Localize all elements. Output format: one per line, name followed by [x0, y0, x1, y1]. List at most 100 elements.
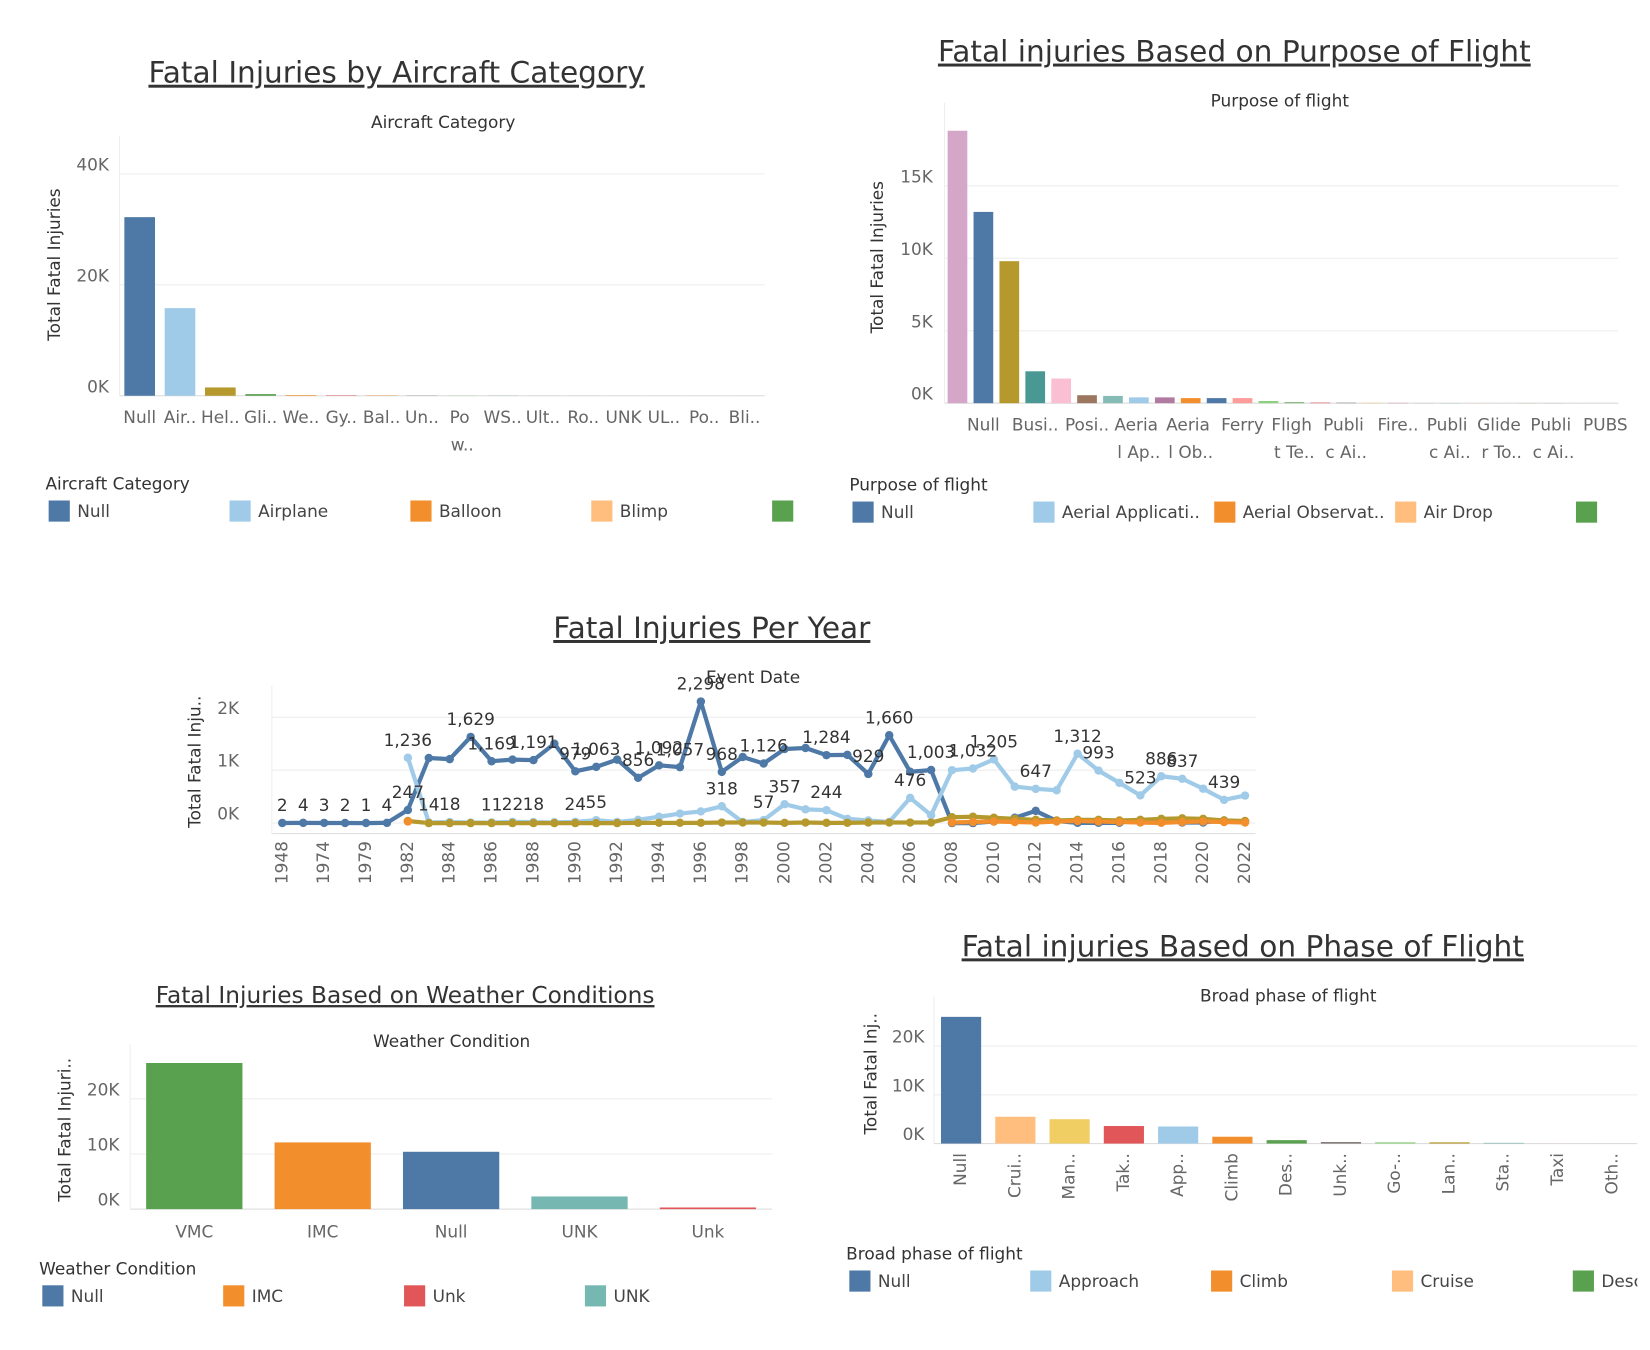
bar — [146, 1062, 243, 1210]
line-point — [466, 732, 475, 742]
legend-swatch — [1033, 501, 1055, 523]
x-tick-label: 2022 — [1234, 841, 1254, 884]
line-point — [487, 818, 496, 828]
line-point — [968, 764, 978, 773]
line-point — [550, 818, 559, 828]
data-label: 647 — [1020, 761, 1052, 781]
line-point — [1094, 766, 1103, 775]
x-tick-label: Fire.. — [1378, 414, 1419, 434]
y-tick-label: 5K — [911, 311, 934, 331]
data-label: 929 — [852, 746, 884, 766]
line-point — [1177, 774, 1187, 784]
line-point — [1136, 791, 1145, 800]
line-point — [905, 793, 915, 803]
chart-title: Fatal Injuries Per Year — [553, 611, 871, 645]
line-point — [466, 818, 475, 828]
x-tick-label-line: l Ap.. — [1117, 442, 1160, 462]
x-tick-label: 2008 — [941, 841, 961, 884]
data-label: 14 — [418, 794, 440, 814]
line-point — [1031, 806, 1040, 816]
bar — [1154, 397, 1175, 404]
x-tick-label: PUBS — [1583, 414, 1628, 434]
x-tick-label: UNK — [561, 1221, 598, 1241]
x-tick-label: Po.. — [689, 407, 719, 427]
data-label: 968 — [706, 744, 738, 764]
x-tick-label-line: t Te.. — [1274, 442, 1315, 462]
x-tick-label: Publi c Ai.. — [1323, 414, 1369, 462]
x-tick-label: Aeria l Ap.. — [1114, 414, 1163, 462]
x-tick-label: 1984 — [439, 841, 459, 884]
line-point — [508, 755, 517, 764]
line-point — [1010, 782, 1020, 791]
x-tick-label: 2016 — [1108, 841, 1128, 884]
legend-swatch — [404, 1285, 426, 1307]
y-tick-label: 10K — [892, 1075, 926, 1095]
line-point — [864, 769, 873, 779]
data-label: 1,629 — [446, 709, 494, 729]
data-label: 1,284 — [802, 727, 850, 747]
data-label: 1,660 — [865, 707, 913, 727]
line-point — [989, 755, 999, 764]
x-tick-label-line: w.. — [451, 434, 474, 454]
x-tick-label: 2020 — [1192, 841, 1212, 884]
x-tick-label: Man.. — [1059, 1153, 1079, 1199]
data-label: 1,063 — [572, 739, 620, 759]
x-tick-label: Ferry — [1221, 414, 1264, 434]
line-point — [947, 818, 957, 827]
x-tick-label: Des.. — [1276, 1153, 1296, 1196]
bar — [1310, 402, 1331, 404]
data-label: 1,092 — [635, 737, 683, 757]
data-label: 439 — [1208, 772, 1240, 792]
bar — [285, 395, 317, 396]
line-point — [340, 818, 350, 828]
data-label: 24 — [565, 794, 587, 814]
line-point — [801, 818, 810, 827]
bar — [1103, 395, 1123, 404]
line-point — [884, 818, 894, 827]
dashboard-body: Fatal Injuries by Aircraft Category Aircr… — [39, 35, 1638, 1307]
chart-subtitle: Event Date — [706, 667, 800, 687]
line-point — [822, 750, 831, 760]
x-tick-label: Bli.. — [729, 407, 761, 427]
line-point — [424, 753, 434, 763]
x-tick-label: Sta.. — [1493, 1153, 1513, 1191]
x-tick-label-line: l Ob.. — [1168, 442, 1213, 462]
legend-item: Airplane — [258, 501, 328, 521]
chart: Fatal Injuries Based on Weather Conditio… — [39, 982, 773, 1307]
data-label: 18 — [523, 794, 545, 814]
legend-swatch — [229, 500, 251, 522]
x-tick-label: Tak.. — [1113, 1153, 1133, 1192]
line-point — [1052, 786, 1061, 795]
data-label: 22 — [502, 794, 524, 814]
data-label: 1,236 — [384, 730, 432, 750]
line-point — [403, 817, 413, 826]
line-point — [487, 757, 496, 766]
line-point — [675, 762, 685, 772]
bar — [1375, 1142, 1416, 1144]
chart: Fatal Injuries Per Year Event Date Total F… — [185, 611, 1256, 884]
y-axis-label: Total Fatal Inj.. — [861, 1013, 881, 1136]
line-point — [926, 810, 936, 820]
y-tick-label: 0K — [903, 1124, 926, 1144]
line-point — [989, 817, 999, 826]
y-tick-label: 10K — [900, 239, 934, 259]
line-point — [1198, 817, 1208, 826]
line-point — [696, 807, 706, 816]
line-point — [1198, 784, 1208, 793]
bar — [947, 130, 968, 404]
line-point — [298, 818, 308, 828]
x-tick-label-line: Glide — [1477, 414, 1526, 434]
legend-swatch — [48, 500, 70, 522]
legend-item: Balloon — [439, 501, 502, 521]
x-tick-label-line: Po — [450, 407, 475, 427]
line-point — [843, 750, 852, 760]
legend-swatch — [1575, 501, 1598, 523]
x-tick-label: Null — [123, 407, 156, 427]
line-point — [926, 818, 936, 827]
legend-item: Cruise — [1420, 1271, 1473, 1291]
chart-subtitle: Aircraft Category — [371, 112, 515, 132]
y-axis-label: Total Fatal Injuries — [867, 181, 887, 334]
x-tick-label: We.. — [283, 407, 320, 427]
legend-item: Null — [878, 1271, 911, 1291]
legend-item: Blimp — [620, 501, 668, 521]
